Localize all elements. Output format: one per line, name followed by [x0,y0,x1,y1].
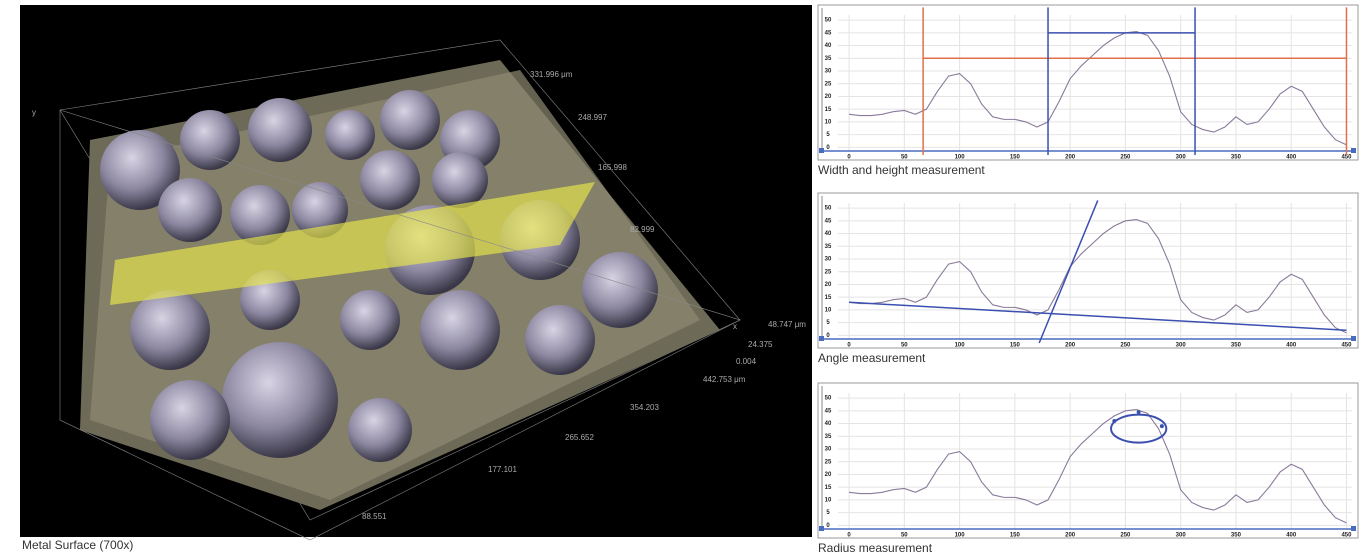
x-tick-label: 150 [1010,533,1021,539]
y-tick-label: 45 [825,218,832,224]
chart-frame [818,193,1358,348]
x-tick-label: 100 [955,343,966,349]
figure: Metal Surface (700x) 331.996 μm 248.997 16… [0,0,1369,554]
y-tick-label: 35 [825,434,832,440]
caption: Metal Surface (700x) [22,538,133,552]
x-tick-label: 450 [1341,533,1352,539]
charts: Width and height measurement051015202530… [818,5,1358,554]
surface-label: 48.747 μm [768,320,806,329]
x-tick-label: 150 [1010,343,1021,349]
y-tick-label: 15 [825,295,832,301]
page: Metal Surface (700x) 331.996 μm 248.997 16… [0,0,1369,559]
y-tick-label: 10 [825,497,832,503]
x-tick-label: 50 [901,343,908,349]
y-tick-label: 45 [825,408,832,414]
chart-frame [818,5,1358,160]
x-tick-label: 350 [1231,155,1242,161]
y-tick-label: 20 [825,472,832,478]
y-tick-label: 10 [825,307,832,313]
y-tick-label: 30 [825,447,832,453]
surface-label: 88.551 [362,512,387,521]
surface-label: 177.101 [488,465,517,474]
x-tick-label: 300 [1176,155,1187,161]
x-tick-label: 250 [1120,343,1131,349]
x-tick-label: 450 [1341,155,1352,161]
x-tick-label: 200 [1065,343,1076,349]
y-tick-label: 20 [825,94,832,100]
y-tick-label: 25 [825,269,832,275]
axis-end [819,148,824,153]
y-tick-label: 35 [825,56,832,62]
y-tick-label: 15 [825,107,832,113]
y-tick-label: 40 [825,421,832,427]
x-tick-label: 400 [1286,155,1297,161]
surface-label: 24.375 [748,340,773,349]
surface-label: 165.998 [598,163,627,172]
y-tick-label: 50 [825,206,832,212]
y-tick-label: 30 [825,69,832,75]
surface-label: 265.652 [565,433,594,442]
x-tick-label: 200 [1065,155,1076,161]
surface-label: x [733,322,737,331]
measure-point [1160,424,1164,428]
y-tick-label: 35 [825,244,832,250]
y-tick-label: 50 [825,18,832,24]
chart-title: Angle measurement [818,351,926,365]
x-tick-label: 100 [955,533,966,539]
x-tick-label: 300 [1176,533,1187,539]
x-tick-label: 50 [901,533,908,539]
y-tick-label: 40 [825,231,832,237]
x-tick-label: 400 [1286,533,1297,539]
x-tick-label: 250 [1120,155,1131,161]
y-tick-label: 10 [825,119,832,125]
surface-label: 82.999 [630,225,655,234]
surface-label: 248.997 [578,113,607,122]
y-tick-label: 45 [825,30,832,36]
y-tick-label: 20 [825,282,832,288]
surface-label: 331.996 μm [530,70,573,79]
chart-title: Radius measurement [818,541,933,554]
y-tick-label: 25 [825,459,832,465]
x-tick-label: 100 [955,155,966,161]
x-tick-label: 350 [1231,533,1242,539]
x-tick-label: 50 [901,155,908,161]
y-tick-label: 30 [825,257,832,263]
x-tick-label: 250 [1120,533,1131,539]
y-tick-label: 40 [825,43,832,49]
surface-label: 354.203 [630,403,659,412]
measure-point [1137,410,1141,414]
axis-end [1351,526,1356,531]
x-tick-label: 400 [1286,343,1297,349]
axis-end [1351,336,1356,341]
x-tick-label: 450 [1341,343,1352,349]
y-tick-label: 50 [825,396,832,402]
x-tick-label: 300 [1176,343,1187,349]
axis-end [1351,148,1356,153]
y-tick-label: 15 [825,485,832,491]
axis-end [819,526,824,531]
x-tick-label: 200 [1065,533,1076,539]
axis-end [819,336,824,341]
chart-title: Width and height measurement [818,163,985,177]
surface-label: 0.004 [736,357,757,366]
surface-label: 442.753 μm [703,375,746,384]
measure-point [1112,419,1116,423]
surface-label: y [32,108,36,117]
y-tick-label: 25 [825,81,832,87]
x-tick-label: 350 [1231,343,1242,349]
x-tick-label: 150 [1010,155,1021,161]
chart-frame [818,383,1358,538]
